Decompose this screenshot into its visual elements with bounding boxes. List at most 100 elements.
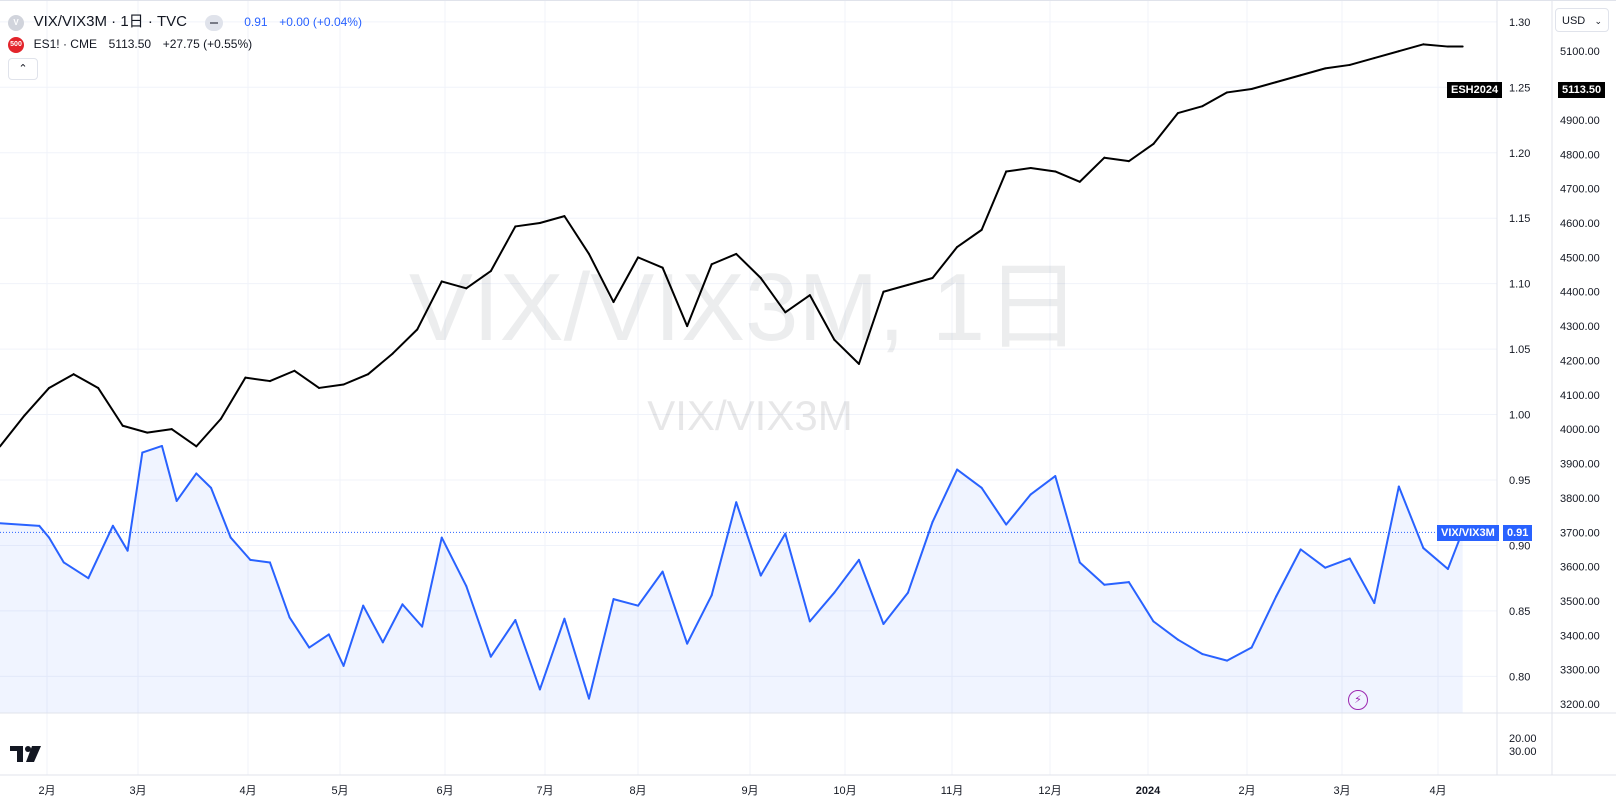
es-axis-tick-label: 3500.00 bbox=[1560, 596, 1600, 608]
vix-line-segment bbox=[489, 619, 517, 658]
legend-secondary: 500 ES1! · CME 5113.50 +27.75 (+0.55%) bbox=[8, 36, 252, 53]
vix-line-segment bbox=[686, 594, 713, 645]
es-axis-tick-label: 3600.00 bbox=[1560, 562, 1600, 574]
es-axis-tick-label: 4700.00 bbox=[1560, 184, 1600, 196]
x-tick-label: 2024 bbox=[1136, 785, 1161, 797]
vix-line-segment bbox=[563, 617, 590, 700]
vix-line-segment bbox=[1373, 485, 1400, 605]
es-line-segment bbox=[1005, 167, 1032, 173]
vix-line-segment bbox=[956, 468, 983, 489]
hide-series-icon[interactable] bbox=[204, 14, 223, 31]
es-axis-tick-label: 4600.00 bbox=[1560, 218, 1600, 230]
es-line-segment bbox=[391, 328, 419, 355]
legend-primary-value: 0.91 bbox=[244, 15, 268, 29]
vix-line-segment bbox=[1029, 475, 1057, 496]
x-tick-label: 2月 bbox=[1238, 785, 1255, 797]
legend-primary-title[interactable]: VIX/VIX3M · 1日 · TVC bbox=[33, 13, 187, 30]
es-line-segment bbox=[514, 222, 541, 228]
es-axis-tick-label: 4300.00 bbox=[1560, 321, 1600, 333]
x-tick-label: 11月 bbox=[941, 785, 963, 797]
vix-line-segment bbox=[308, 633, 330, 649]
es-line-segment bbox=[907, 276, 934, 286]
vix-line-segment bbox=[1078, 561, 1106, 586]
grid-lines bbox=[0, 0, 1497, 775]
x-tick-label: 5月 bbox=[331, 785, 348, 797]
vix-line-segment bbox=[268, 561, 291, 619]
es-line-segment bbox=[1397, 43, 1425, 53]
vix-line-segment bbox=[362, 604, 384, 644]
currency-button[interactable]: USD ⌄ bbox=[1555, 8, 1609, 32]
es-line-segment bbox=[416, 280, 443, 331]
es-line-segment bbox=[1127, 142, 1155, 163]
legend-primary-change: +0.00 (+0.04%) bbox=[279, 15, 362, 29]
vix-line-segment bbox=[249, 558, 271, 564]
vix-series bbox=[0, 444, 1464, 700]
es-axis-tick-label: 5100.00 bbox=[1560, 46, 1600, 58]
vix-line-segment bbox=[587, 598, 615, 700]
es-line-segment bbox=[1152, 112, 1179, 145]
vix-line-segment bbox=[1348, 557, 1376, 605]
vix-line-segment bbox=[1176, 638, 1204, 656]
lightning-icon[interactable]: ⚡ bbox=[1348, 690, 1368, 710]
sp500-symbol-icon: 500 bbox=[8, 36, 24, 53]
vix-line-segment bbox=[421, 536, 443, 628]
vix-line-segment bbox=[1397, 485, 1425, 550]
vix-line-segment bbox=[784, 532, 811, 623]
vix-line-segment bbox=[48, 536, 65, 564]
vix-axis-tick-label: 0.85 bbox=[1509, 606, 1530, 618]
x-tick-label: 12月 bbox=[1038, 785, 1061, 797]
es-line-segment bbox=[146, 428, 173, 434]
es-line-segment bbox=[195, 417, 222, 448]
vix-axis-tick-label: 1.30 bbox=[1509, 17, 1530, 29]
vix-line-segment bbox=[160, 444, 178, 502]
es-line-segment bbox=[489, 225, 517, 273]
es-axis-tick-label: 4400.00 bbox=[1560, 287, 1600, 299]
es-line-segment bbox=[1103, 156, 1130, 163]
es-line-segment bbox=[1275, 74, 1302, 84]
es-line-segment bbox=[97, 386, 124, 427]
es-axis-tick-label: 3900.00 bbox=[1560, 459, 1600, 471]
es-line-segment bbox=[587, 252, 615, 304]
legend-secondary-title[interactable]: ES1! · CME bbox=[33, 37, 97, 51]
legend-secondary-value: 5113.50 bbox=[108, 37, 152, 51]
vix-line-segment bbox=[514, 619, 541, 691]
es-line-segment bbox=[1348, 57, 1376, 66]
vix-line-segment bbox=[931, 468, 959, 523]
vix-line-segment bbox=[401, 603, 424, 628]
x-tick-label: 8月 bbox=[629, 785, 646, 797]
vix-line-segment bbox=[1226, 646, 1253, 662]
tradingview-logo[interactable] bbox=[10, 746, 44, 764]
es-line-segment bbox=[440, 280, 468, 290]
vix-line-segment bbox=[141, 444, 163, 454]
vix-value-tag: 0.91 bbox=[1503, 525, 1533, 541]
es-line-segment bbox=[1029, 167, 1057, 173]
vix-line-segment bbox=[0, 522, 41, 527]
es-line-segment bbox=[857, 290, 885, 365]
es-line-segment bbox=[342, 373, 370, 386]
vix-line-segment bbox=[1054, 475, 1081, 564]
es-line-segment bbox=[882, 283, 910, 293]
vix-line-segment bbox=[882, 591, 910, 625]
vix-line-segment bbox=[735, 501, 762, 577]
es-line-segment bbox=[808, 294, 836, 341]
vix-axis-tick-label: 1.10 bbox=[1509, 279, 1530, 291]
es-axis-tick-label: 4800.00 bbox=[1560, 149, 1600, 161]
es-line-segment bbox=[1250, 81, 1278, 90]
es-axis-tick-label: 4000.00 bbox=[1560, 424, 1600, 436]
es-line-segment bbox=[318, 383, 345, 389]
es-axis-tick-label: 4100.00 bbox=[1560, 390, 1600, 402]
es-axis-tick-label: 3300.00 bbox=[1560, 665, 1600, 677]
es-line-segment bbox=[1078, 156, 1106, 183]
vix-axis-tick-label: 0.80 bbox=[1509, 671, 1530, 683]
vix-line-segment bbox=[833, 558, 860, 594]
vix-line-segment bbox=[759, 532, 787, 577]
es-line-segment bbox=[833, 338, 860, 365]
collapse-legend-button[interactable]: ⌃ bbox=[8, 58, 38, 80]
vix-line-segment bbox=[980, 486, 1008, 526]
vix-area-fill bbox=[0, 445, 1463, 713]
es-line-segment bbox=[0, 414, 26, 448]
es-axis-tick-label: 3800.00 bbox=[1560, 493, 1600, 505]
vix-line-segment bbox=[175, 472, 198, 502]
chevron-down-icon: ⌄ bbox=[1594, 16, 1602, 26]
chevron-up-icon: ⌃ bbox=[18, 63, 28, 75]
